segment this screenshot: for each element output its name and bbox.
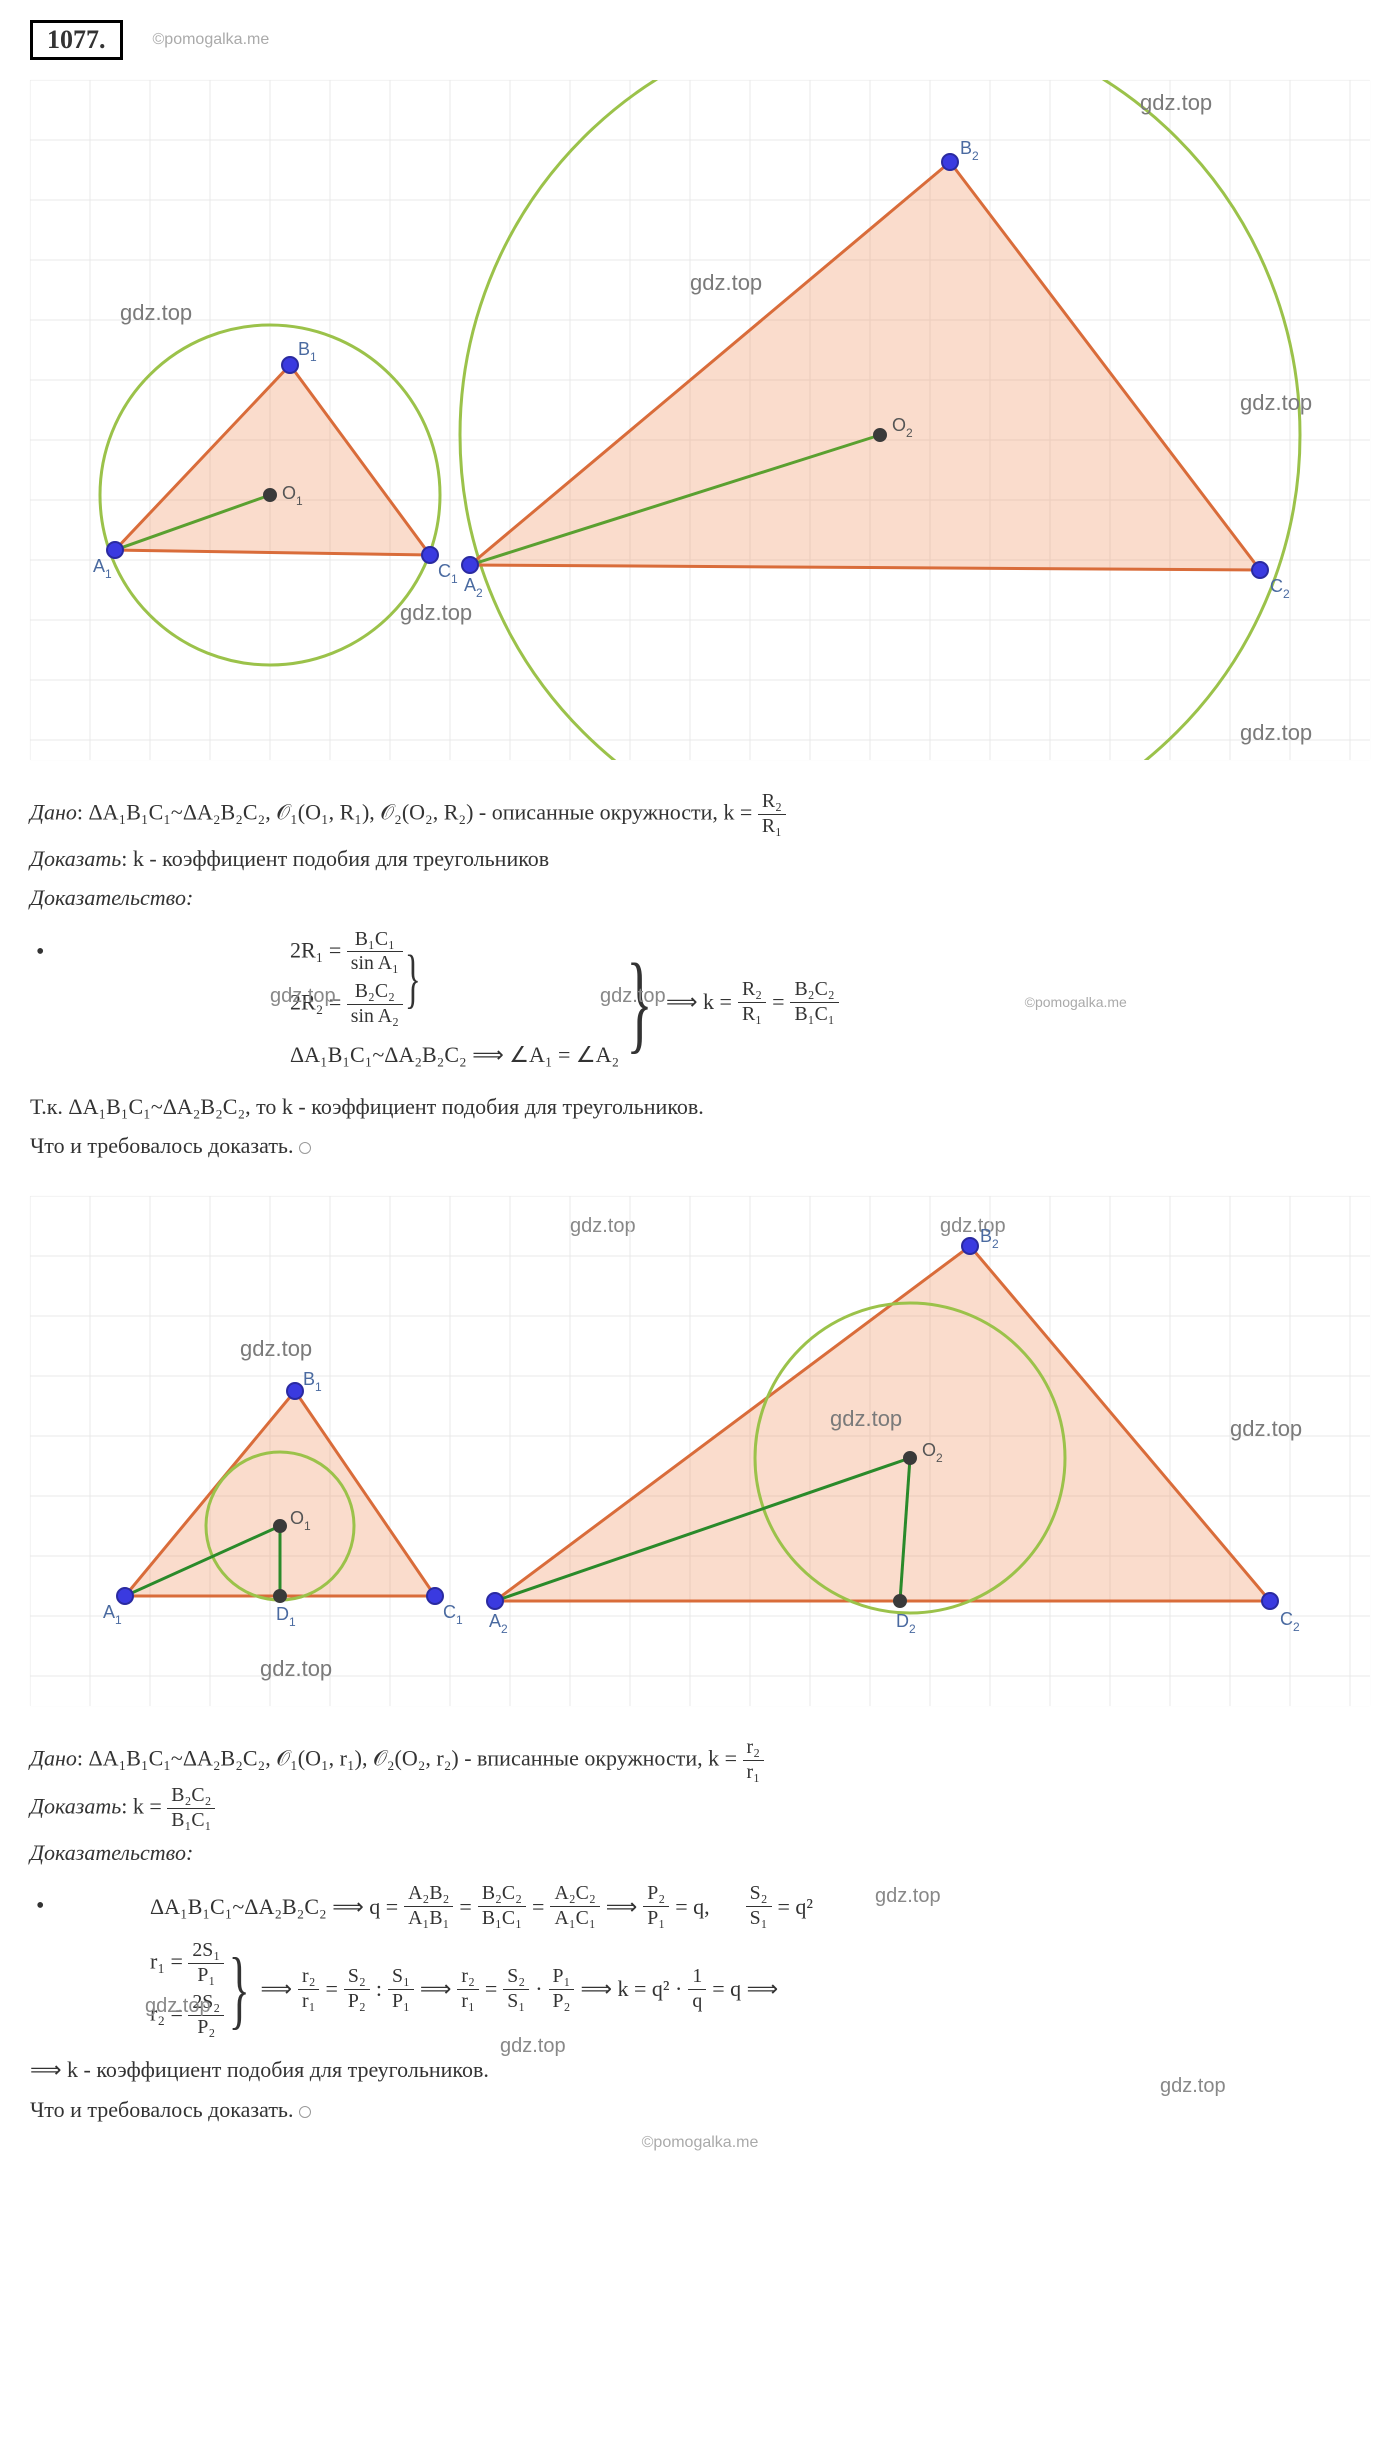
svg-text:B1: B1 xyxy=(298,339,317,364)
equation-group-1: 2R₁ = B₁C₁sin A₁ 2R₂ = B₂C₂sin A₂ } ΔA₁B… xyxy=(60,928,1370,1077)
given-content: : ΔA₁B₁C₁~ΔA₂B₂C₂, 𝒪₁(O₁, R₁), 𝒪₂(O₂, R₂… xyxy=(77,799,758,824)
svg-text:gdz.top: gdz.top xyxy=(1240,390,1312,415)
svg-text:C1: C1 xyxy=(443,1602,463,1627)
figure-2: A1B1C1O1D1A2B2C2O2D2gdz.topgdz.topgdz.to… xyxy=(30,1196,1370,1706)
prove-content: : k - коэффициент подобия для треугольни… xyxy=(121,846,549,871)
proof-body-2: ΔA₁B₁C₁~ΔA₂B₂C₂ ⟹ q = A₂B₂A₁B₁ = B₂C₂B₁C… xyxy=(30,1872,1370,2050)
svg-text:C2: C2 xyxy=(1270,576,1290,601)
given-label-2: Дано xyxy=(30,1745,77,1770)
svg-text:gdz.top: gdz.top xyxy=(1240,720,1312,745)
svg-text:D1: D1 xyxy=(276,1604,296,1629)
proof-body-1: 2R₁ = B₁C₁sin A₁ 2R₂ = B₂C₂sin A₂ } ΔA₁B… xyxy=(30,918,1370,1087)
svg-text:gdz.top: gdz.top xyxy=(400,600,472,625)
proof-label: Доказательство: xyxy=(30,878,1370,918)
frac-R: R₂R₁ xyxy=(758,790,786,839)
prove-label-2: Доказать xyxy=(30,1794,121,1819)
figure-1: A1B1C1O1A2B2C2O2gdz.topgdz.topgdz.topgdz… xyxy=(30,80,1370,760)
section-2-text: Дано: ΔA₁B₁C₁~ΔA₂B₂C₂, 𝒪₁(O₁, r₁), 𝒪₂(O₂… xyxy=(30,1736,1370,2158)
header: 1077. ©pomogalka.me xyxy=(30,20,1370,60)
svg-text:gdz.top: gdz.top xyxy=(830,1406,902,1431)
copyright-mid: ©pomogalka.me xyxy=(1025,988,1127,1016)
qed-1: Что и требовалось доказать. xyxy=(30,1126,1370,1166)
prove-line-1: Доказать: k - коэффициент подобия для тр… xyxy=(30,839,1370,879)
frac-BC: B₂C₂B₁C₁ xyxy=(790,978,838,1027)
svg-text:gdz.top: gdz.top xyxy=(120,300,192,325)
proof-section-2: Доказательство: ΔA₁B₁C₁~ΔA₂B₂C₂ ⟹ q = A₂… xyxy=(30,1833,1370,2158)
svg-text:gdz.top: gdz.top xyxy=(1140,90,1212,115)
section-1-text: Дано: ΔA₁B₁C₁~ΔA₂B₂C₂, 𝒪₁(O₁, R₁), 𝒪₂(O₂… xyxy=(30,790,1370,1166)
prove-content-2: : k = xyxy=(121,1794,167,1819)
given-line-2: Дано: ΔA₁B₁C₁~ΔA₂B₂C₂, 𝒪₁(O₁, r₁), 𝒪₂(O₂… xyxy=(30,1736,1370,1785)
svg-text:gdz.top: gdz.top xyxy=(1230,1416,1302,1441)
eq-similar: ΔA₁B₁C₁~ΔA₂B₂C₂ ⟹ ∠A₁ = ∠A₂ xyxy=(290,1033,619,1077)
prove-frac: B₂C₂B₁C₁ xyxy=(167,1784,215,1833)
proof-label-2: Доказательство: xyxy=(30,1833,1370,1873)
svg-text:A2: A2 xyxy=(489,1611,508,1636)
end-circle-icon xyxy=(299,1142,311,1154)
problem-number: 1077. xyxy=(30,20,123,60)
frac-k-R: R₂R₁ xyxy=(738,978,766,1027)
end-circle-icon-2 xyxy=(299,2106,311,2118)
implies-1: ⟹ k = xyxy=(666,980,732,1024)
eq-2r1: 2R₁ = B₁C₁sin A₁ xyxy=(290,928,403,977)
frac-r: r₂r₁ xyxy=(743,1736,764,1785)
svg-text:B1: B1 xyxy=(303,1369,322,1394)
prove-label: Доказать xyxy=(30,846,121,871)
brace-icon-r: } xyxy=(229,1981,250,1999)
given-line-1: Дано: ΔA₁B₁C₁~ΔA₂B₂C₂, 𝒪₁(O₁, R₁), 𝒪₂(O₂… xyxy=(30,790,1370,839)
given-label: Дано xyxy=(30,799,77,824)
svg-text:C1: C1 xyxy=(438,561,458,586)
svg-text:A2: A2 xyxy=(464,575,483,600)
proof-section-1: Доказательство: 2R₁ = B₁C₁sin A₁ 2R₂ = B… xyxy=(30,878,1370,1166)
svg-text:gdz.top: gdz.top xyxy=(240,1336,312,1361)
brace-stack: 2R₁ = B₁C₁sin A₁ 2R₂ = B₂C₂sin A₂ } ΔA₁B… xyxy=(290,928,619,1077)
eq-line-r: r₁ = 2S₁P₁ r₂ = 2S₂P₂ } ⟹ r₂r₁ = S₂P₂ : … xyxy=(60,1939,1370,2040)
svg-text:gdz.top: gdz.top xyxy=(690,270,762,295)
copyright-bottom: ©pomogalka.me xyxy=(30,2129,1370,2158)
prove-line-2: Доказать: k = B₂C₂B₁C₁ xyxy=(30,1784,1370,1833)
conclusion-1: Т.к. ΔA₁B₁C₁~ΔA₂B₂C₂, то k - коэффициент… xyxy=(30,1087,1370,1127)
svg-text:B2: B2 xyxy=(960,138,979,163)
copyright-top: ©pomogalka.me xyxy=(153,31,270,49)
brace-icon: } xyxy=(405,972,421,985)
svg-text:A1: A1 xyxy=(103,1602,122,1627)
brace-group-inner: 2R₁ = B₁C₁sin A₁ 2R₂ = B₂C₂sin A₂ } xyxy=(290,928,619,1029)
eq-line-q: ΔA₁B₁C₁~ΔA₂B₂C₂ ⟹ q = A₂B₂A₁B₁ = B₂C₂B₁C… xyxy=(60,1882,1370,1931)
equals-1: = xyxy=(772,980,784,1024)
given-content-2: : ΔA₁B₁C₁~ΔA₂B₂C₂, 𝒪₁(O₁, r₁), 𝒪₂(O₂, r₂… xyxy=(77,1745,743,1770)
svg-text:gdz.top: gdz.top xyxy=(260,1656,332,1681)
svg-text:D2: D2 xyxy=(896,1611,916,1636)
